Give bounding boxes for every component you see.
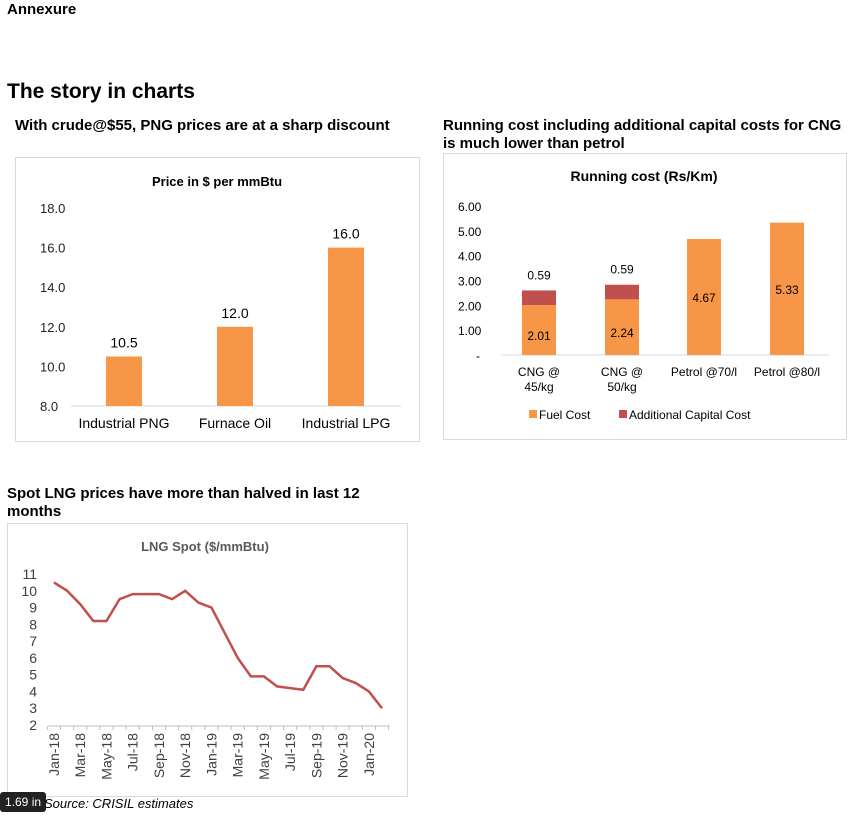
chart-title: LNG Spot ($/mmBtu) bbox=[141, 539, 269, 554]
chart2-heading: Running cost including additional capita… bbox=[443, 117, 842, 152]
chart-title: Price in $ per mmBtu bbox=[152, 174, 282, 189]
data-label: 12.0 bbox=[221, 305, 248, 321]
x-tick-label: Petrol @80/l bbox=[754, 365, 820, 379]
bar-segment bbox=[687, 239, 721, 355]
y-tick-label: 8 bbox=[29, 616, 37, 632]
chart-title: Running cost (Rs/Km) bbox=[571, 168, 718, 184]
y-tick-label: 6.00 bbox=[458, 200, 482, 214]
y-tick-label: 12.0 bbox=[40, 320, 65, 335]
x-tick-label: Industrial PNG bbox=[78, 415, 169, 431]
y-tick-label: 2 bbox=[29, 717, 37, 733]
x-tick-label: Industrial LPG bbox=[302, 415, 391, 431]
y-tick-label: 5.00 bbox=[458, 225, 482, 239]
data-label: 2.01 bbox=[527, 329, 551, 343]
x-tick-label: 50/kg bbox=[607, 380, 636, 394]
x-tick-label: Jan-20 bbox=[361, 733, 377, 776]
bar-segment bbox=[770, 222, 804, 355]
x-tick-label: Nov-19 bbox=[335, 733, 351, 778]
x-tick-label: Mar-19 bbox=[230, 733, 246, 778]
x-tick-label: Mar-18 bbox=[72, 733, 88, 778]
y-tick-label: 3.00 bbox=[458, 275, 482, 289]
data-label: 4.67 bbox=[692, 291, 716, 305]
lng-spot-chart: LNG Spot ($/mmBtu) 2 3 4 5 6 7 8 9 10 11 Jan-18 Mar-… bbox=[7, 523, 408, 797]
bar-segment bbox=[605, 284, 639, 300]
x-tick-label: Nov-18 bbox=[177, 733, 193, 778]
x-tick-label: Jul-18 bbox=[125, 733, 141, 771]
y-tick-label: 18.0 bbox=[40, 201, 65, 216]
x-tick-label: Furnace Oil bbox=[199, 415, 271, 431]
y-tick-label: 11 bbox=[22, 566, 37, 582]
price-chart: Price in $ per mmBtu 8.0 10.0 12.0 14.0 16.0 1… bbox=[15, 157, 420, 442]
chart1-heading: With crude@$55, PNG prices are at a shar… bbox=[15, 117, 390, 134]
legend-swatch bbox=[529, 410, 537, 418]
x-tick-label: Petrol @70/l bbox=[671, 365, 737, 379]
y-tick-label: 5 bbox=[29, 667, 37, 683]
annexure-label: Annexure bbox=[7, 1, 77, 18]
bar-segment bbox=[522, 305, 556, 355]
legend-label: Additional Capital Cost bbox=[629, 408, 751, 422]
y-tick-label: 4 bbox=[29, 683, 37, 699]
data-label: 5.33 bbox=[775, 283, 799, 297]
running-cost-chart: Running cost (Rs/Km) - 1.00 2.00 3.00 4.00 5.0… bbox=[443, 153, 847, 440]
lng-spot-line bbox=[53, 581, 383, 709]
legend-swatch bbox=[619, 410, 627, 418]
bar-segment bbox=[522, 290, 556, 306]
x-tick-label: Jan-19 bbox=[203, 733, 219, 776]
y-tick-label: 3 bbox=[29, 700, 37, 716]
y-tick-label: 14.0 bbox=[40, 280, 65, 295]
source-note: Source: CRISIL estimates bbox=[44, 796, 194, 811]
x-tick-label: May-18 bbox=[98, 733, 114, 780]
data-label: 16.0 bbox=[332, 226, 359, 242]
y-tick-label: 2.00 bbox=[458, 299, 482, 313]
x-tick-label: May-19 bbox=[256, 733, 272, 780]
data-label: 0.59 bbox=[527, 268, 551, 282]
y-tick-label: 8.0 bbox=[40, 399, 58, 414]
bar bbox=[328, 247, 364, 406]
x-tick-label: CNG @ bbox=[518, 365, 560, 379]
x-tick-label: 45/kg bbox=[524, 380, 553, 394]
x-tick-label: CNG @ bbox=[601, 365, 643, 379]
y-tick-label: 7 bbox=[29, 633, 37, 649]
data-label: 0.59 bbox=[610, 263, 634, 277]
data-label: 2.24 bbox=[610, 326, 634, 340]
y-tick-label: - bbox=[476, 349, 480, 363]
bar-segment bbox=[605, 299, 639, 355]
y-tick-label: 6 bbox=[29, 650, 37, 666]
data-label: 10.5 bbox=[110, 335, 137, 351]
y-tick-label: 16.0 bbox=[40, 241, 65, 256]
chart3-heading: Spot LNG prices have more than halved in… bbox=[7, 485, 360, 520]
legend-label: Fuel Cost bbox=[539, 408, 591, 422]
bar bbox=[106, 356, 142, 406]
y-tick-label: 4.00 bbox=[458, 250, 482, 264]
x-tick-label: Sep-19 bbox=[308, 733, 324, 778]
y-tick-label: 10 bbox=[21, 583, 37, 599]
x-tick-label: Jul-19 bbox=[282, 733, 298, 771]
y-tick-label: 1.00 bbox=[458, 324, 482, 338]
bar bbox=[217, 326, 253, 406]
measurement-tooltip: 1.69 in bbox=[0, 792, 47, 812]
x-tick-label: Sep-18 bbox=[151, 733, 167, 778]
y-tick-label: 10.0 bbox=[40, 359, 65, 374]
section-title: The story in charts bbox=[7, 80, 195, 103]
y-tick-label: 9 bbox=[29, 600, 37, 616]
x-tick-label: Jan-18 bbox=[46, 733, 62, 776]
